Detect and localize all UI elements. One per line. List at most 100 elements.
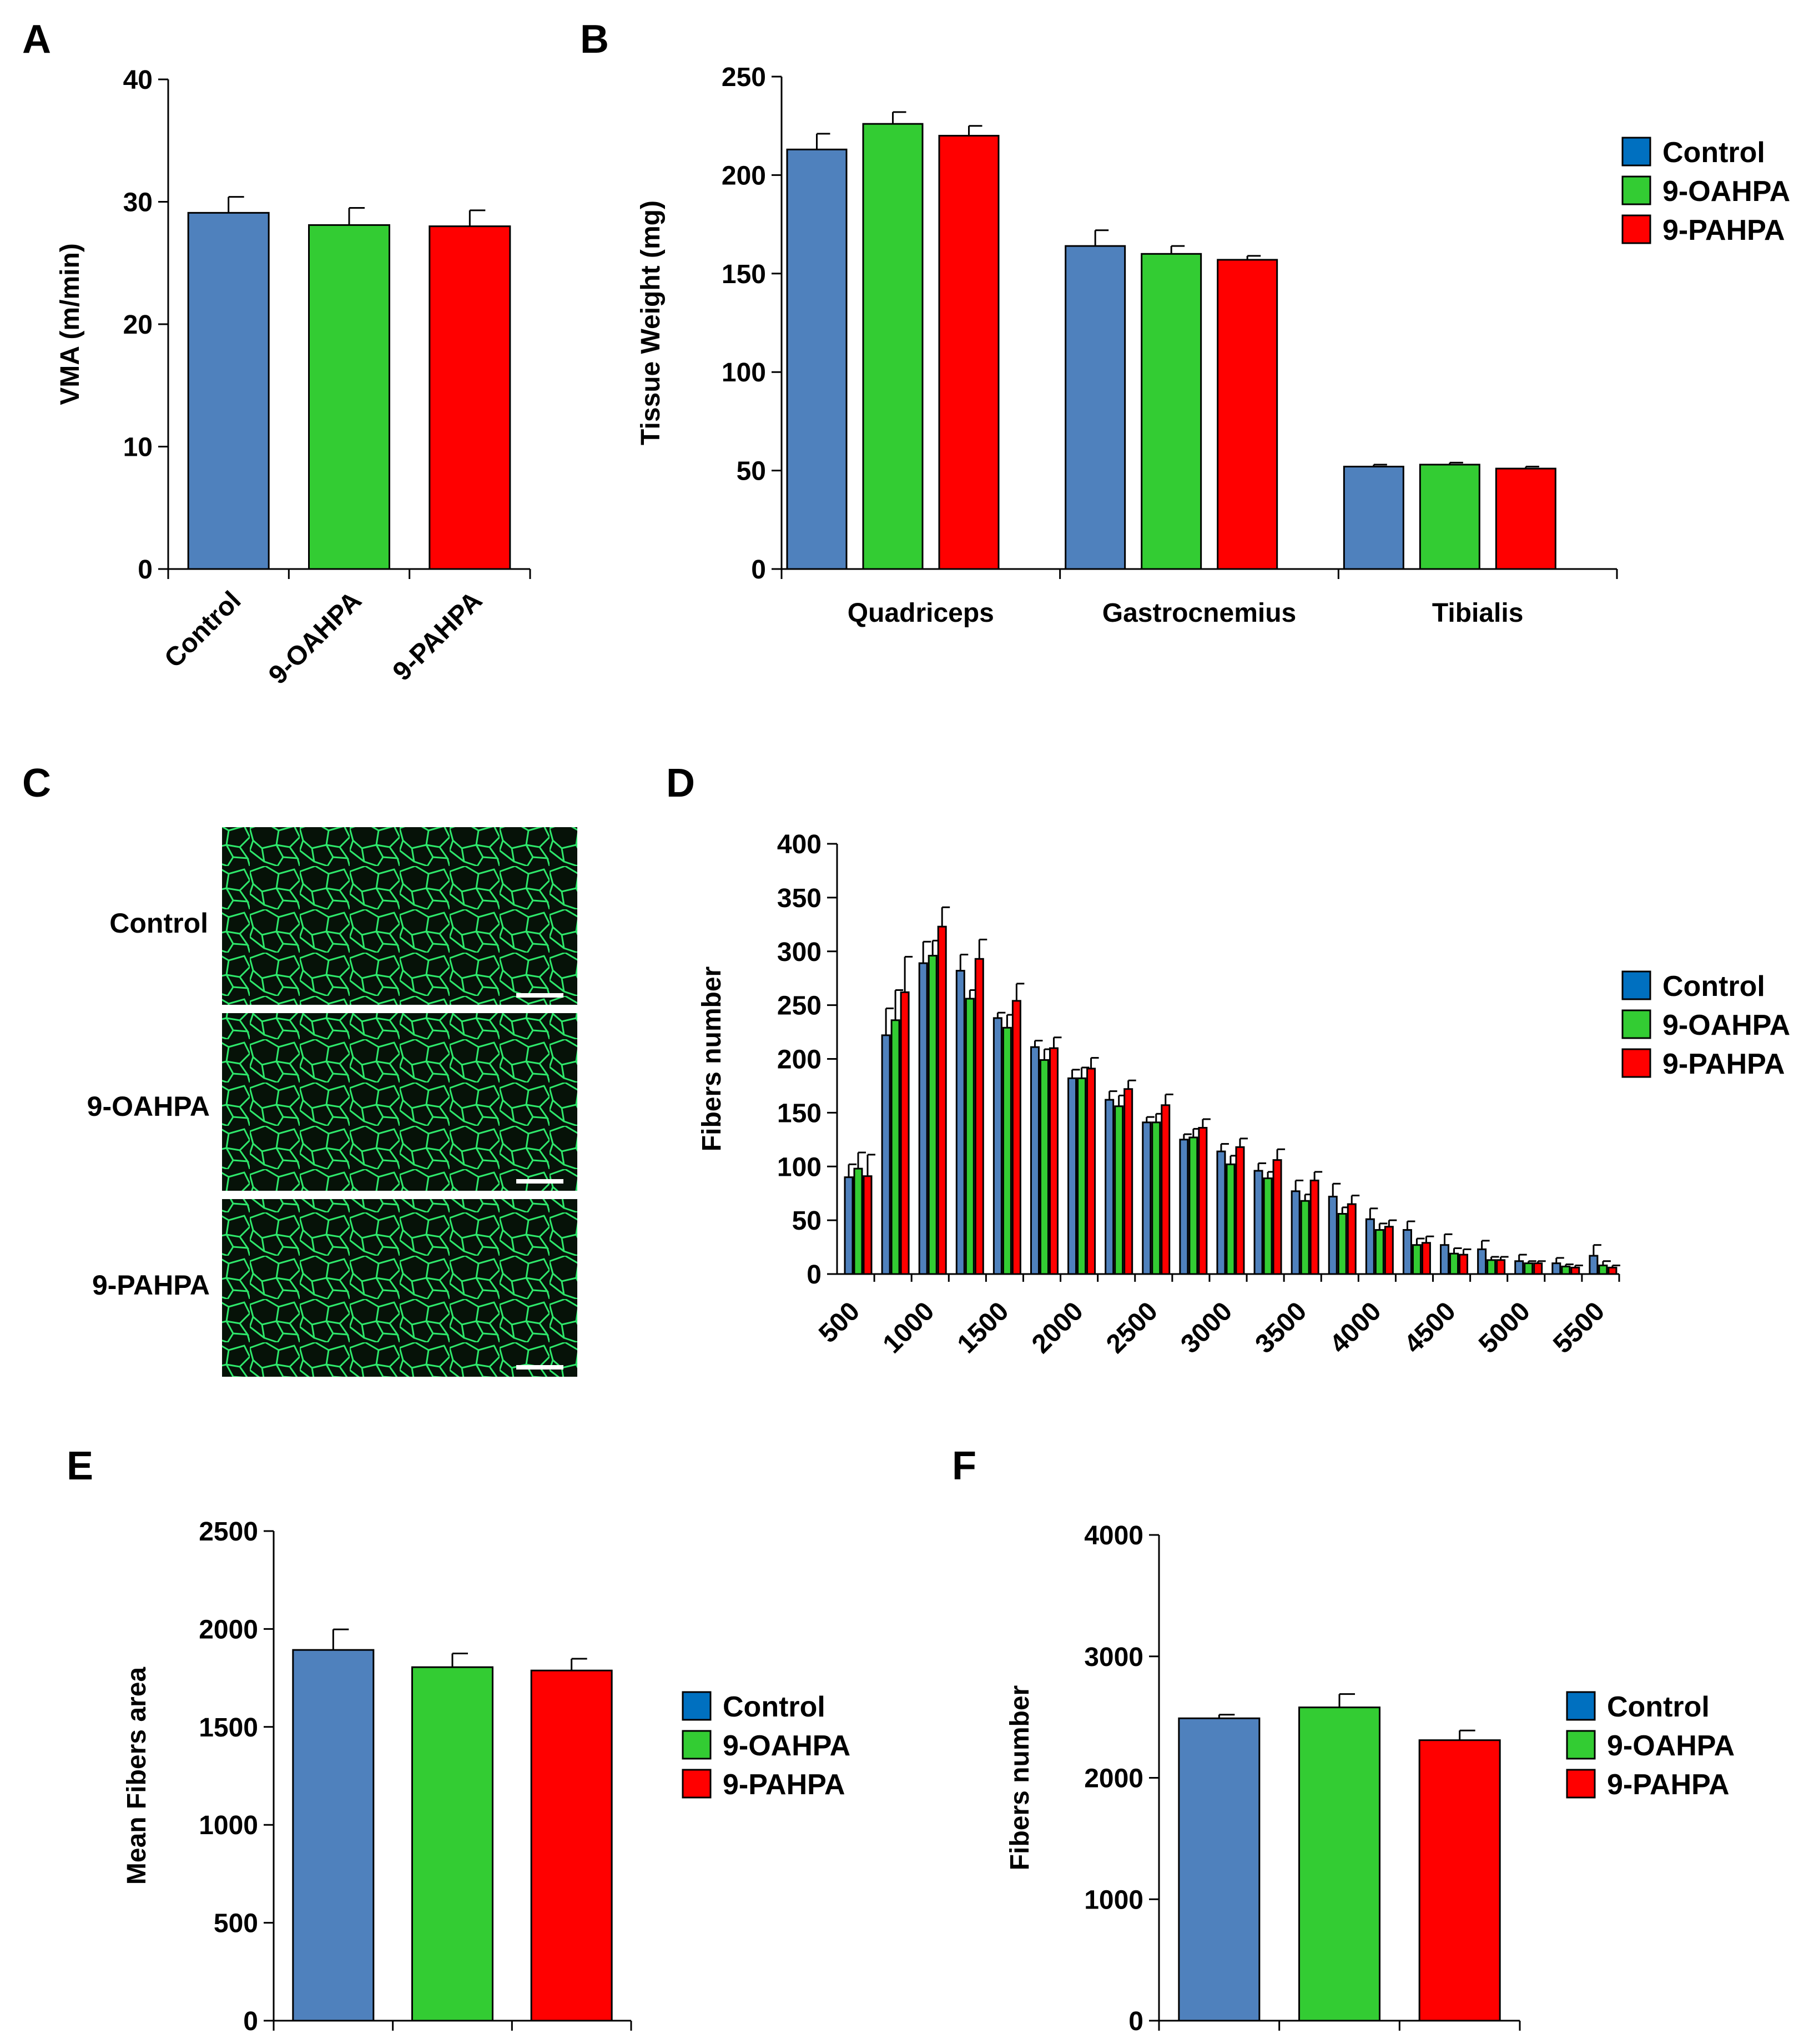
panel-b-legend-label-9-pahpa: 9-PAHPA [1662,214,1785,246]
panel-f-legend-label-9-pahpa: 9-PAHPA [1607,1769,1730,1801]
panel-f-legend-swatch-9-oahpa [1566,1730,1596,1760]
panel-d-bar-control-3750 [1328,1196,1338,1275]
panel-d-bar-9-pahpa-3250 [1272,1159,1282,1275]
panel-b-bar-control-gastrocnemius [1065,245,1126,570]
panel-b-legend-swatch-9-oahpa [1621,175,1651,205]
panel-e-y-axis-title: Mean Fibers area [122,1667,152,1885]
panel-d-bar-9-pahpa-5500 [1608,1266,1618,1275]
panel-f-legend-swatch-9-pahpa [1566,1769,1596,1799]
panel-d-bar-control-1500 [992,1017,1002,1275]
panel-a-bar-9-pahpa [429,225,511,570]
panel-d-bar-9-oahpa-1000 [928,955,938,1275]
panel-b-legend-swatch-control [1621,137,1651,167]
panel-d-bar-9-pahpa-1000 [937,925,947,1275]
panel-a-bar-9-oahpa [308,224,390,570]
panel-d-x-tick-label-500: 500 [813,1296,865,1348]
panel-b-bar-9-oahpa-quadriceps [862,123,924,570]
panel-d-bar-9-pahpa-5250 [1570,1266,1580,1275]
chart-d-fiber-distribution: 0 50 100 150 200 250 300 350 400 500 1000 1500 2000 2… [697,830,1790,1359]
panel-d-bar-control-3500 [1291,1190,1301,1275]
panel-d-bar-9-pahpa-4500 [1459,1253,1469,1275]
panel-f-y-axis-title: Fibers number [1005,1685,1035,1870]
panel-letter-c: C [22,761,51,805]
panel-a-y-axis-title: VMA (m/min) [56,243,85,405]
panel-d-legend-swatch-9-pahpa [1621,1048,1651,1078]
panel-d-bar-9-pahpa-4750 [1496,1259,1506,1275]
panel-b-bar-9-pahpa-tibialis [1495,467,1556,570]
panel-e-legend-swatch-9-oahpa [682,1730,712,1760]
panel-d-bar-9-oahpa-1750 [1039,1059,1049,1275]
panel-e-legend-label-9-pahpa: 9-PAHPA [723,1769,845,1801]
panel-d-bar-control-3250 [1253,1170,1263,1275]
panel-d-x-tick-label-4000: 4000 [1324,1296,1387,1359]
panel-b-bar-control-quadriceps [786,148,848,570]
panel-e-y-tick-label: 1500 [199,1713,258,1743]
panel-e-y-tick-label: 500 [214,1909,258,1939]
panel-d-x-tick-label-2000: 2000 [1026,1296,1089,1359]
panel-d-bar-9-oahpa-5500 [1598,1265,1608,1275]
panel-e-y-tick-label: 0 [243,2007,258,2036]
chart-e-mean-fiber-area: 0 500 1000 1500 2000 2500 Mean Fibers area Cont… [122,1517,850,2036]
panel-d-y-tick-label: 350 [777,884,822,913]
panel-d-bar-control-2500 [1142,1121,1152,1275]
panel-a-y-tick-label: 10 [123,433,153,462]
panel-f-y-tick-label: 3000 [1084,1643,1143,1672]
panel-d-bar-control-500 [844,1176,854,1275]
chart-b-tissue-weight: 0 50 100 150 200 250 Quadriceps Gastrocnemius Ti… [636,63,1790,628]
panel-letter-e: E [67,1444,93,1488]
panel-d-bar-9-pahpa-750 [900,991,910,1275]
panel-d-bar-9-oahpa-4500 [1449,1252,1459,1275]
panel-d-legend-label-9-oahpa: 9-OAHPA [1662,1009,1790,1041]
panel-d-y-axis-title: Fibers number [697,966,727,1151]
panel-d-bar-9-pahpa-3750 [1347,1203,1357,1275]
panel-d-x-tick-label-3500: 3500 [1249,1296,1312,1359]
panel-d-bar-control-4750 [1477,1248,1487,1275]
panel-f-legend-label-control: Control [1607,1691,1710,1723]
panel-d-bar-9-oahpa-2250 [1114,1105,1124,1275]
panel-d-bar-9-oahpa-3750 [1337,1213,1347,1275]
panel-b-y-tick-label: 0 [751,555,766,585]
panel-a-x-tick-label-9-oahpa: 9-OAHPA [263,586,367,690]
panel-d-bar-9-oahpa-4750 [1487,1259,1496,1275]
panel-d-bar-9-pahpa-3500 [1309,1179,1319,1275]
panel-e-bar-control [292,1649,375,2022]
micrograph-label-control: Control [109,908,208,939]
chart-f-fiber-number: 0 1000 2000 3000 4000 Fibers number Control 9-O… [1005,1521,1735,2036]
panel-d-bar-9-oahpa-5250 [1561,1265,1571,1275]
panel-b-y-axis-title: Tissue Weight (mg) [636,200,666,445]
panel-b-x-tick-label-tibialis: Tibialis [1432,598,1524,628]
panel-b-y-tick-label: 200 [722,161,766,190]
panel-e-legend-swatch-control [682,1691,712,1721]
panel-b-x-tick-label-gastrocnemius: Gastrocnemius [1102,598,1296,628]
panel-d-x-tick-label-4500: 4500 [1399,1296,1462,1359]
panel-a-x-tick-label-control: Control [159,586,246,673]
panel-a-bar-control [187,212,270,570]
panel-d-legend-label-9-pahpa: 9-PAHPA [1662,1048,1785,1080]
panel-a-x-tick-label-9-pahpa: 9-PAHPA [387,586,488,686]
panel-d-legend-swatch-control [1621,970,1651,1000]
panel-b-bar-9-oahpa-gastrocnemius [1141,253,1202,570]
panel-d-y-tick-label: 150 [777,1099,822,1128]
panel-d-bar-9-oahpa-2500 [1151,1121,1161,1275]
panel-d-bar-9-oahpa-1500 [1002,1026,1012,1275]
panel-f-y-tick-label: 2000 [1084,1764,1143,1794]
panel-letter-f: F [952,1444,976,1488]
panel-d-bar-9-oahpa-3500 [1300,1200,1310,1275]
panel-d-bar-control-3000 [1216,1150,1226,1275]
panel-f-y-tick-label: 4000 [1084,1521,1143,1550]
panel-b-bar-control-tibialis [1343,466,1404,570]
panel-f-y-tick-label: 0 [1128,2007,1143,2036]
panel-b-legend-label-9-oahpa: 9-OAHPA [1662,175,1790,208]
panel-a-y-tick-label: 20 [123,310,153,340]
panel-d-bar-9-pahpa-1250 [974,958,984,1275]
panel-b-legend-swatch-9-pahpa [1621,214,1651,244]
panel-d-y-tick-label: 400 [777,830,822,859]
panel-e-bar-9-pahpa [530,1669,613,2022]
panel-e-y-tick-label: 2000 [199,1615,258,1644]
panel-a-y-tick-label: 0 [138,555,153,585]
panel-letter-b: B [580,17,609,62]
panel-d-x-tick-label-1500: 1500 [952,1296,1015,1359]
panel-b-y-tick-label: 150 [722,260,766,289]
panel-d-x-tick-label-1000: 1000 [878,1296,940,1359]
